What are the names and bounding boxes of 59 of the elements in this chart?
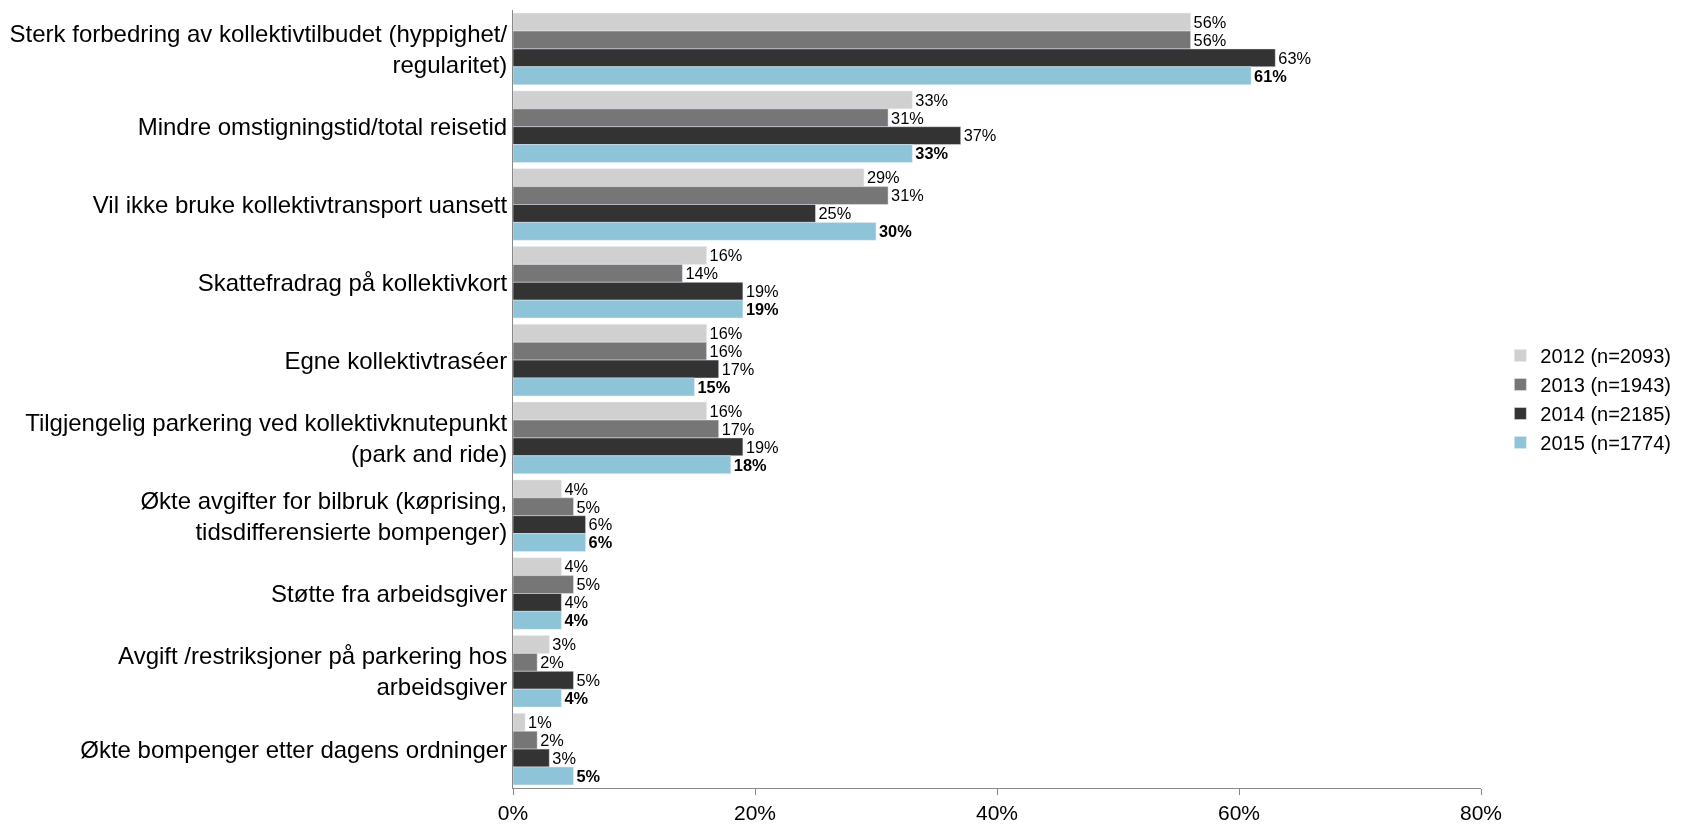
data-label: 17% (721, 419, 755, 438)
data-label: 31% (891, 186, 924, 205)
y-tick-label: Sterk forbedring av kollektivtilbudet (hyppighet/ regularitet) (9, 19, 508, 78)
y-tick-label: Økte avgifter for bilbruk (køprising, tidsdifferensierte bompenger) (140, 486, 508, 545)
data-label: 19% (745, 282, 779, 301)
data-label: 4% (564, 479, 589, 498)
data-label: 6% (588, 533, 613, 552)
y-tick-label: Tilgjengelig parkering ved kollektivknutepunkt (park and ride) (25, 408, 508, 467)
data-label: 1% (528, 713, 552, 732)
data-label: 4% (564, 611, 589, 630)
data-label: 15% (697, 377, 731, 396)
x-tick-label: 80% (1459, 801, 1503, 825)
data-label: 2% (540, 653, 564, 672)
legend-label: 2012 (n=2093) (1540, 345, 1672, 368)
data-label: 56% (1193, 12, 1227, 31)
x-tick-label: 0% (497, 801, 529, 825)
data-label: 5% (576, 671, 601, 690)
legend-label: 2013 (n=1943) (1540, 374, 1672, 397)
data-label: 31% (891, 108, 924, 127)
data-label: 5% (576, 766, 601, 785)
y-tick-label: Egne kollektivtraséer (284, 346, 508, 374)
data-label: 63% (1278, 48, 1311, 67)
data-label: 4% (564, 557, 589, 576)
data-label: 3% (552, 635, 576, 654)
data-label: 19% (745, 299, 780, 318)
data-label: 25% (818, 204, 852, 223)
data-label: 17% (721, 359, 755, 378)
data-label: 61% (1254, 66, 1288, 85)
data-label: 4% (564, 593, 589, 612)
data-label: 33% (915, 144, 949, 163)
y-tick-label: Skattefradrag på kollektivkort (197, 268, 508, 296)
y-tick-label: Mindre omstigningstid/total reisetid (137, 113, 508, 141)
data-label: 14% (685, 264, 719, 283)
x-tick-label: 60% (1217, 801, 1261, 825)
y-tick-label: Støtte fra arbeidsgiver (271, 579, 508, 607)
data-label: 2% (540, 730, 564, 749)
data-label: 5% (576, 575, 601, 594)
data-label: 18% (733, 455, 767, 474)
data-label: 16% (709, 341, 743, 360)
x-tick-label: 20% (733, 801, 777, 825)
data-label: 16% (709, 324, 743, 343)
data-label: 30% (879, 222, 913, 241)
x-tick-label: 40% (975, 801, 1019, 825)
data-label: 29% (866, 168, 900, 187)
data-label: 56% (1193, 30, 1227, 49)
data-label: 5% (576, 497, 601, 516)
data-label: 33% (915, 90, 948, 109)
y-tick-label: Avgift /restriksjoner på parkering hos arbeidsgiver (118, 642, 508, 701)
data-label: 6% (588, 515, 613, 534)
data-label: 16% (709, 401, 743, 420)
data-label: 16% (709, 246, 743, 265)
legend-label: 2014 (n=2185) (1540, 403, 1672, 426)
y-tick-label: Økte bompenger etter dagens ordninger (80, 735, 508, 763)
data-label: 37% (963, 126, 997, 145)
data-label: 4% (564, 688, 589, 707)
y-tick-label: Vil ikke bruke kollektivtransport uansett (92, 190, 508, 218)
legend-label: 2015 (n=1774) (1540, 432, 1672, 455)
data-label: 19% (745, 437, 779, 456)
data-label: 3% (552, 748, 576, 767)
